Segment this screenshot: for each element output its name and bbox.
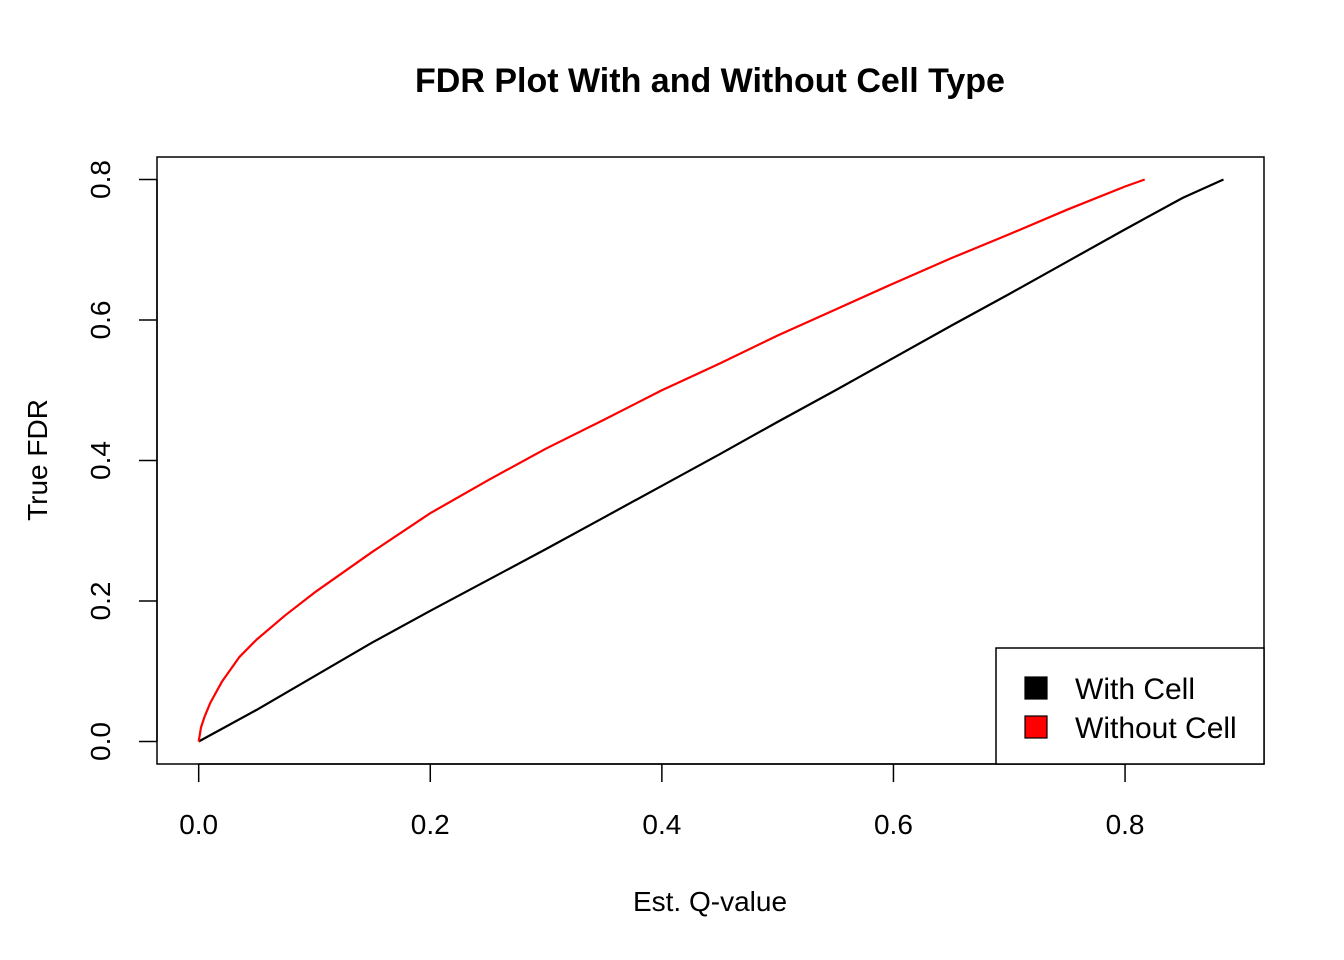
legend-swatch-without-cell [1024,715,1048,739]
series-line-with-cell [198,178,1224,743]
y-axis-label: True FDR [22,399,53,521]
legend-label-with-cell: With Cell [1075,673,1195,706]
legend-swatch-with-cell [1024,676,1048,700]
series-layer [197,178,1224,743]
y-tick-label: 0.8 [85,160,116,199]
chart-title: FDR Plot With and Without Cell Type [415,62,1005,100]
legend-box [995,647,1265,765]
y-tick-label: 0.2 [85,582,116,621]
x-tick-label: 0.8 [1106,809,1145,840]
x-tick-label: 0.6 [874,809,913,840]
y-tick-label: 0.0 [85,722,116,761]
y-axis: 0.0 0.2 0.4 0.6 0.8 [85,160,158,761]
x-axis: 0.0 0.2 0.4 0.6 0.8 [179,763,1145,840]
y-tick-label: 0.4 [85,441,116,480]
x-tick-label: 0.4 [642,809,681,840]
x-axis-label: Est. Q-value [633,886,787,917]
x-tick-label: 0.0 [179,809,218,840]
legend-label-without-cell: Without Cell [1075,712,1237,745]
legend: With Cell Without Cell [995,647,1265,765]
y-tick-label: 0.6 [85,301,116,340]
series-line-without-cell [197,178,1146,742]
x-tick-label: 0.2 [411,809,450,840]
